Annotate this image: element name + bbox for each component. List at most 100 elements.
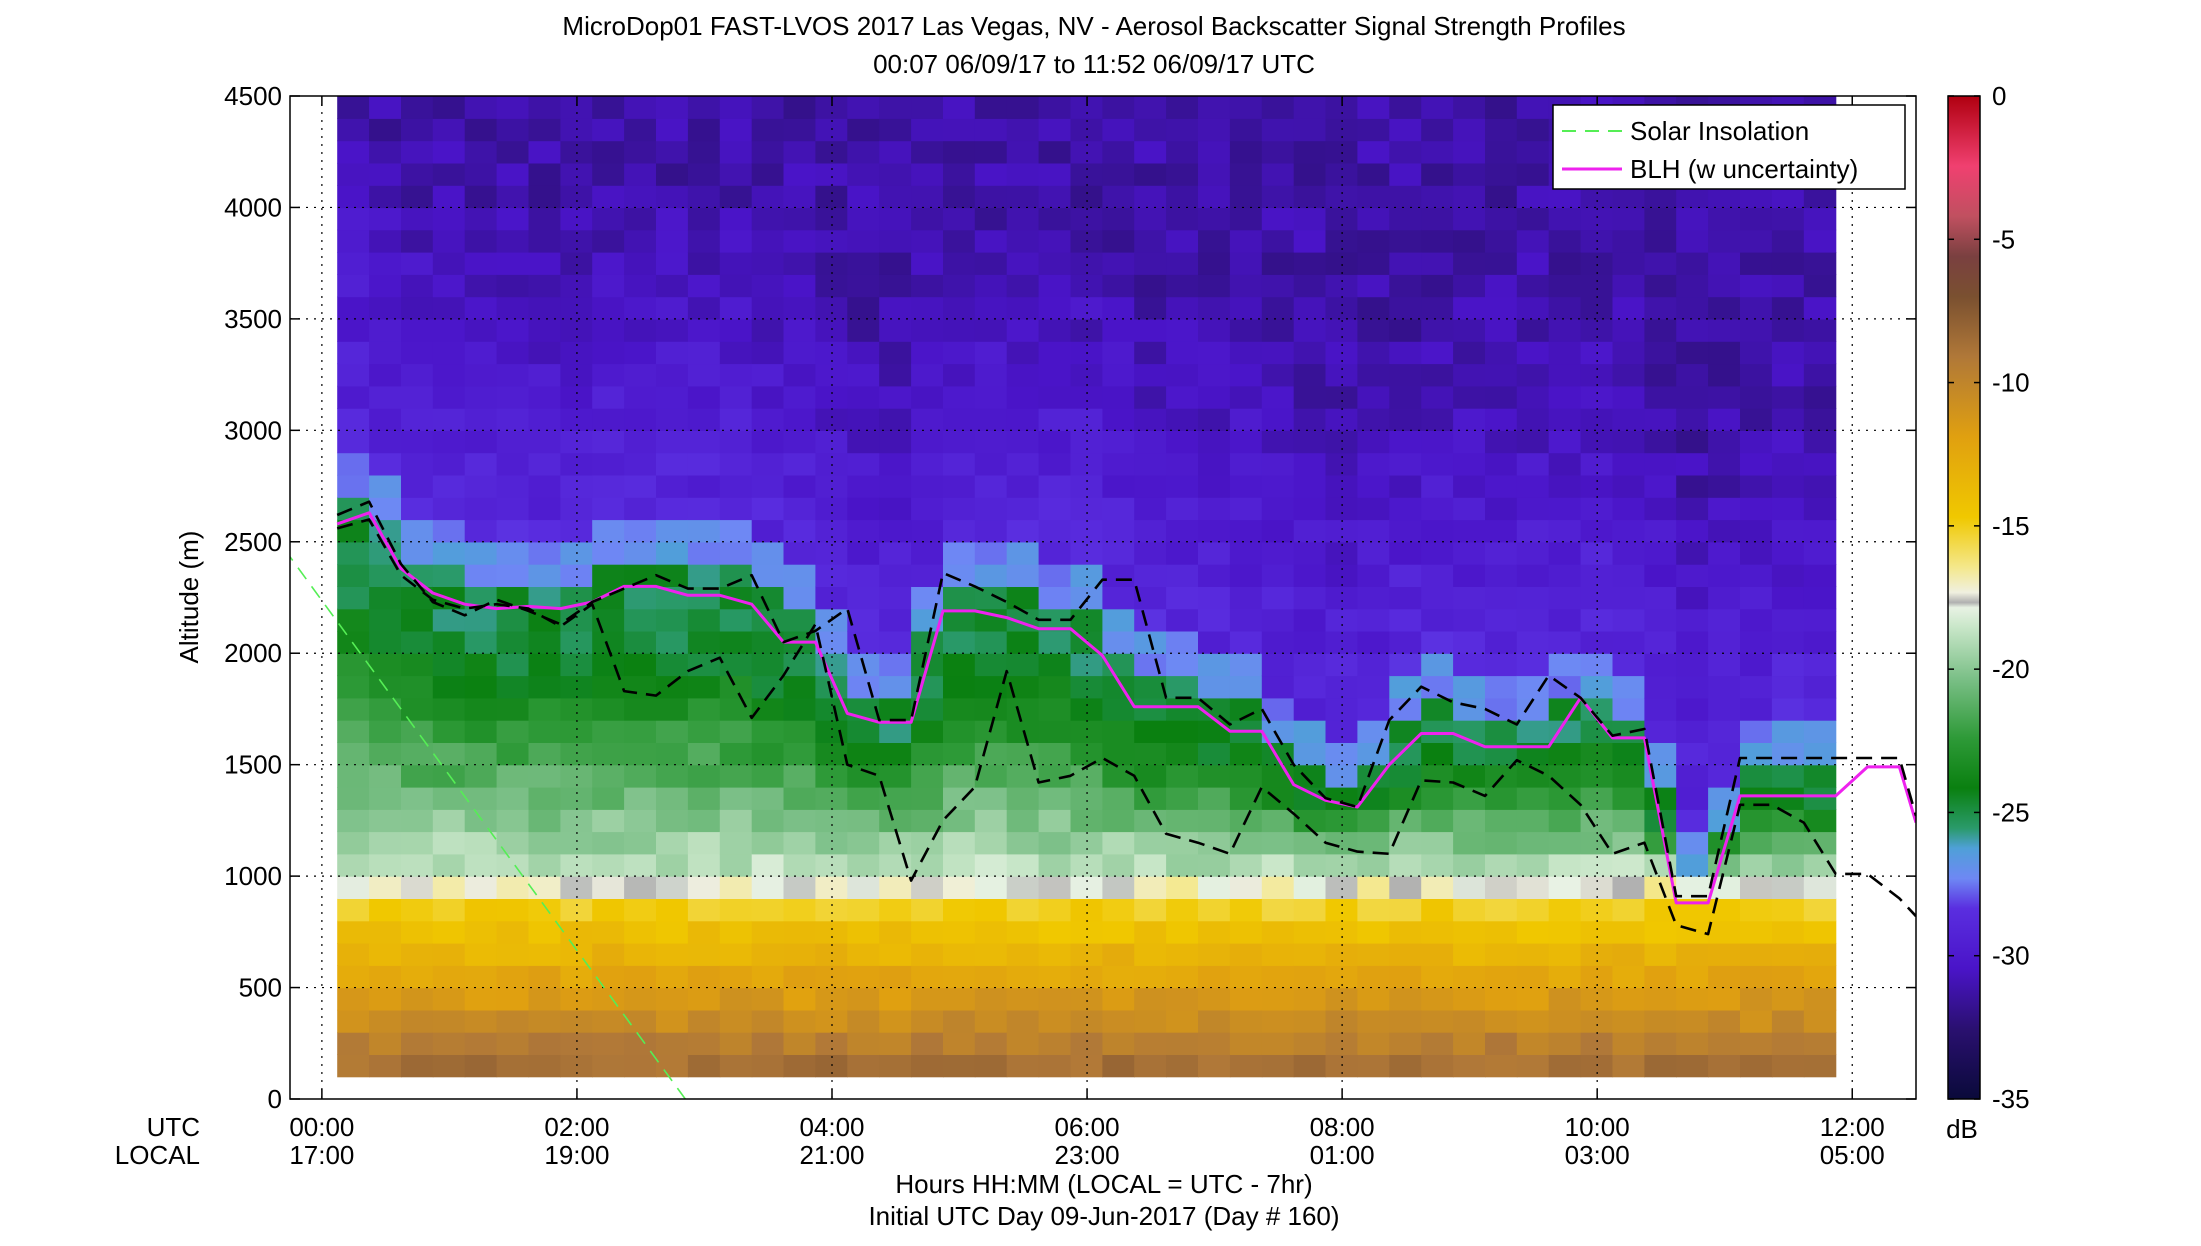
heatmap-cell <box>1708 943 1741 966</box>
legend-label-blh: BLH (w uncertainty) <box>1630 154 1858 184</box>
heatmap-cell <box>1325 274 1358 298</box>
heatmap-cell <box>1421 363 1454 387</box>
heatmap-cell <box>1261 742 1295 766</box>
heatmap-cell <box>1740 541 1773 565</box>
heatmap-cell <box>592 162 625 186</box>
heatmap-cell <box>1644 385 1677 409</box>
heatmap-cell <box>464 229 498 253</box>
heatmap-cell <box>1325 207 1358 231</box>
heatmap-cell <box>369 430 402 454</box>
heatmap-cell <box>911 898 944 922</box>
heatmap-cell <box>1070 1032 1103 1055</box>
heatmap-cell <box>1771 943 1805 966</box>
heatmap-cell <box>528 608 561 632</box>
heatmap-cell <box>1006 920 1040 944</box>
heatmap-cell <box>1006 497 1040 521</box>
heatmap-cell <box>1325 608 1358 632</box>
heatmap-cell <box>1325 1032 1358 1055</box>
heatmap-cell <box>369 630 402 654</box>
heatmap-cell <box>1389 653 1422 677</box>
heatmap-cell <box>1070 564 1103 587</box>
heatmap-cell <box>1612 207 1645 231</box>
heatmap-cell <box>847 162 880 186</box>
heatmap-cell <box>1357 831 1390 855</box>
heatmap-cell <box>1261 920 1295 944</box>
heatmap-cell <box>1612 185 1645 209</box>
heatmap-cell <box>1580 943 1614 966</box>
heatmap-cell <box>1389 1009 1422 1033</box>
heatmap-cell <box>1485 274 1518 298</box>
heatmap-cell <box>528 541 561 565</box>
heatmap-cell <box>1485 229 1518 253</box>
heatmap-cell <box>337 1054 370 1078</box>
heatmap-cell <box>369 274 402 298</box>
heatmap-cell <box>337 541 370 565</box>
heatmap-cell <box>528 586 561 610</box>
heatmap-cell <box>1580 831 1614 855</box>
heatmap-cell <box>1293 497 1327 521</box>
heatmap-cell <box>943 853 976 877</box>
heatmap-cell <box>528 363 561 387</box>
heatmap-cell <box>1771 787 1805 810</box>
heatmap-cell <box>1485 252 1518 275</box>
heatmap-cell <box>911 1009 944 1033</box>
heatmap-cell <box>624 96 657 119</box>
heatmap-cell <box>1676 787 1709 810</box>
heatmap-cell <box>1771 987 1805 1011</box>
heatmap-cell <box>1134 385 1167 409</box>
heatmap-cell <box>751 385 785 409</box>
heatmap-cell <box>1548 252 1582 275</box>
heatmap-cell <box>1134 853 1167 877</box>
heatmap-cell <box>1516 586 1550 610</box>
heatmap-cell <box>1006 987 1040 1011</box>
heatmap-cell <box>656 564 689 587</box>
heatmap-cell <box>687 675 721 699</box>
heatmap-cell <box>719 831 753 855</box>
heatmap-cell <box>560 876 593 899</box>
heatmap-cell <box>528 140 561 164</box>
heatmap-cell <box>656 920 689 944</box>
heatmap-cell <box>401 920 434 944</box>
heatmap-cell <box>1548 876 1582 899</box>
heatmap-cell <box>1485 965 1518 989</box>
heatmap-cell <box>1644 697 1677 721</box>
heatmap-cell <box>432 653 466 677</box>
heatmap-cell <box>1038 474 1072 498</box>
heatmap-cell <box>656 1054 689 1078</box>
heatmap-cell <box>1229 653 1263 677</box>
heatmap-cell <box>1006 185 1040 209</box>
heatmap-cell <box>1485 341 1518 365</box>
heatmap-cell <box>719 229 753 253</box>
heatmap-cell <box>1006 876 1040 899</box>
heatmap-cell <box>1102 764 1135 788</box>
heatmap-cell <box>1803 274 1837 298</box>
heatmap-cell <box>656 274 689 298</box>
heatmap-cell <box>401 140 434 164</box>
heatmap-cell <box>624 920 657 944</box>
heatmap-cell <box>879 720 912 743</box>
heatmap-cell <box>847 742 880 766</box>
series-blh-uncertainty <box>336 518 1916 936</box>
heatmap-cell <box>783 296 816 320</box>
heatmap-cell <box>1102 898 1135 922</box>
heatmap-cell <box>1389 408 1422 431</box>
heatmap-cell <box>560 96 593 119</box>
heatmap-cell <box>624 1009 657 1033</box>
heatmap-cell <box>337 140 370 164</box>
heatmap-cell <box>1198 408 1231 431</box>
heatmap-cell <box>464 96 498 119</box>
heatmap-cell <box>974 787 1008 810</box>
heatmap-cell <box>1102 1032 1135 1055</box>
heatmap-cell <box>1166 140 1199 164</box>
heatmap-cell <box>847 341 880 365</box>
heatmap-cell <box>369 296 402 320</box>
heatmap-cell <box>560 363 593 387</box>
heatmap-cell <box>1644 653 1677 677</box>
heatmap-cell <box>1421 876 1454 899</box>
heatmap-cell <box>656 296 689 320</box>
heatmap-cell <box>719 408 753 431</box>
heatmap-cell <box>1166 876 1199 899</box>
heatmap-cell <box>401 630 434 654</box>
heatmap-cell <box>496 408 530 431</box>
heatmap-cell <box>815 162 848 186</box>
